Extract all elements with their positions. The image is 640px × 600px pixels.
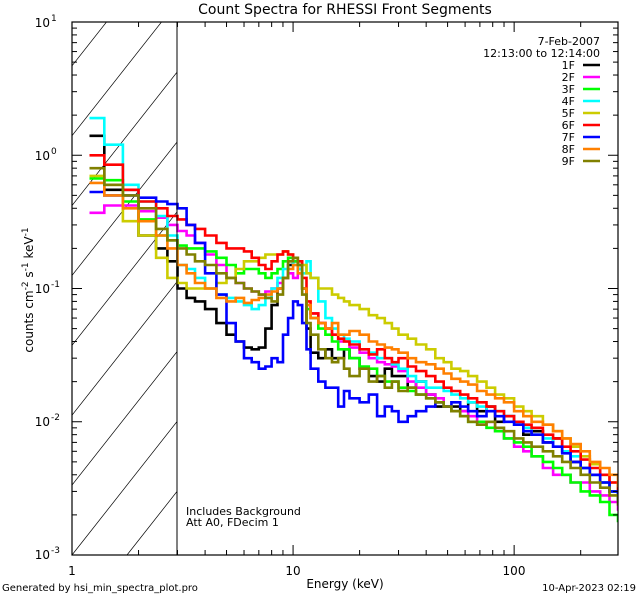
hatch-line <box>72 351 177 486</box>
hatch-line <box>72 281 177 416</box>
svg-text:-2: -2 <box>51 413 60 423</box>
x-tick-label-100: 100 <box>503 564 526 578</box>
svg-text:10: 10 <box>35 149 50 163</box>
y-tick-label-1e-3: 10 -3 <box>35 546 60 562</box>
legend-label-5F: 5F <box>562 107 575 120</box>
y-axis-label: counts cm-2 s-1 keV-1 <box>21 227 36 352</box>
series-6F <box>89 154 618 493</box>
y-tick-label-1e0: 10 0 <box>35 147 57 163</box>
hatch-line <box>512 0 640 555</box>
background-note: Includes Background <box>186 505 301 518</box>
legend-label-6F: 6F <box>562 119 575 132</box>
hatch-line <box>622 0 640 555</box>
x-axis-ticks <box>71 22 582 555</box>
svg-text:-3: -3 <box>51 546 60 556</box>
legend-label-9F: 9F <box>562 155 575 168</box>
generated-by-note: Generated by hsi_min_spectra_plot.pro <box>2 583 198 594</box>
svg-text:10: 10 <box>35 548 50 562</box>
hatch-line <box>72 141 177 277</box>
generation-timestamp: 10-Apr-2023 02:19 <box>542 583 636 594</box>
svg-text:1: 1 <box>51 14 57 24</box>
svg-text:0: 0 <box>51 147 57 157</box>
hatch-line <box>567 0 640 555</box>
legend-label-1F: 1F <box>562 59 575 72</box>
time-range-annotation: 12:13:00 to 12:14:00 <box>483 47 600 60</box>
series-5F <box>89 174 618 493</box>
legend-label-2F: 2F <box>562 71 575 84</box>
hatch-line <box>72 22 162 137</box>
y-tick-label-1e-1: 10 -1 <box>35 280 60 296</box>
series-3F <box>89 177 618 523</box>
y-tick-label-1e-2: 10 -2 <box>35 413 60 429</box>
svg-text:10: 10 <box>35 282 50 296</box>
series-9F <box>89 166 618 506</box>
hatch-line <box>347 0 640 555</box>
attenuator-note: Att A0, FDecim 1 <box>186 516 279 529</box>
hatch-line <box>457 0 640 555</box>
legend-label-7F: 7F <box>562 131 575 144</box>
hatch-line <box>402 0 640 555</box>
svg-text:10: 10 <box>35 415 50 429</box>
legend-label-4F: 4F <box>562 95 575 108</box>
x-axis-label: Energy (keV) <box>306 577 383 591</box>
x-tick-label-10: 10 <box>285 564 300 578</box>
series-8F <box>89 181 618 488</box>
x-tick-label-1: 1 <box>68 564 76 578</box>
hatch-line <box>72 71 177 207</box>
series-layer <box>89 116 618 523</box>
hatch-line <box>72 211 177 346</box>
svg-text:10: 10 <box>35 16 50 30</box>
hatch-line <box>72 22 107 67</box>
hatch-line <box>292 0 640 555</box>
hatch-line <box>72 421 177 555</box>
hatched-excluded-region <box>72 0 640 555</box>
legend-label-3F: 3F <box>562 83 575 96</box>
date-annotation: 7-Feb-2007 <box>538 35 600 48</box>
legend-label-8F: 8F <box>562 143 575 156</box>
series-1F <box>89 134 618 504</box>
svg-text:-1: -1 <box>51 280 60 290</box>
y-axis-ticks <box>72 27 618 556</box>
y-tick-label-1e1: 10 1 <box>35 14 57 30</box>
chart-title: Count Spectra for RHESSI Front Segments <box>198 2 492 18</box>
